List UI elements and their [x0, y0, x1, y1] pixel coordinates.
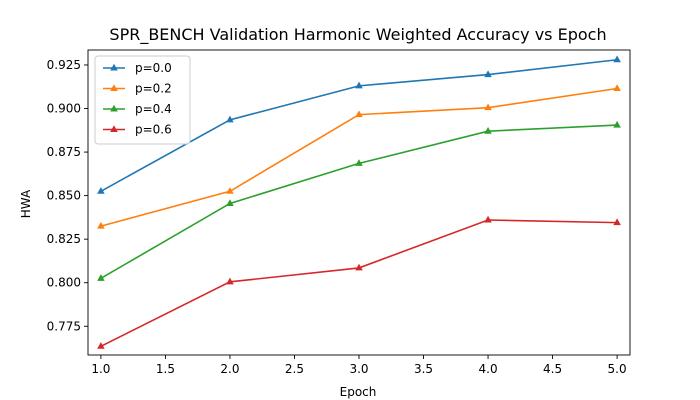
data-point [484, 215, 492, 223]
data-point [226, 187, 234, 194]
data-point [613, 55, 621, 63]
data-point [97, 187, 105, 194]
data-point [355, 81, 363, 89]
legend-label: p=0.6 [135, 123, 172, 137]
legend-label: p=0.2 [135, 82, 172, 96]
y-tick-label: 0.925 [47, 58, 81, 72]
data-point [226, 277, 234, 285]
y-tick-label: 0.825 [47, 232, 81, 246]
data-point [226, 115, 234, 123]
data-point [97, 342, 105, 349]
series-2 [97, 120, 621, 281]
legend-marker [110, 125, 118, 133]
y-tick-label: 0.800 [47, 276, 81, 290]
x-tick-label: 3.5 [414, 362, 433, 376]
legend-item: p=0.2 [103, 82, 172, 96]
data-point [613, 120, 621, 128]
x-tick-label: 1.5 [156, 362, 175, 376]
data-point [484, 70, 492, 78]
x-tick-label: 5.0 [608, 362, 627, 376]
data-point [613, 84, 621, 92]
x-axis-label: Epoch [340, 385, 377, 399]
x-tick-label: 4.0 [479, 362, 498, 376]
y-tick-label: 0.875 [47, 145, 81, 159]
legend-label: p=0.0 [135, 61, 172, 75]
data-point [97, 274, 105, 281]
legend-item: p=0.4 [103, 102, 172, 116]
chart-title: SPR_BENCH Validation Harmonic Weighted A… [109, 25, 606, 45]
x-tick-label: 2.0 [220, 362, 239, 376]
plot-area: 1.0 1.5 2.0 2.5 3.0 3.5 4.0 4.5 5.0 0.775 0.800 0.8… [47, 49, 631, 376]
x-tick-label: 3.0 [349, 362, 368, 376]
series-1 [97, 84, 621, 229]
y-tick-label: 0.900 [47, 102, 81, 116]
legend-box [94, 55, 191, 145]
x-tick-label: 2.5 [285, 362, 304, 376]
legend-marker [110, 104, 118, 112]
series-3 [97, 215, 621, 349]
x-tick-label: 1.0 [91, 362, 110, 376]
legend-marker [110, 84, 118, 92]
data-point [355, 159, 363, 166]
data-point [355, 110, 363, 118]
data-point [484, 126, 492, 134]
data-point [613, 218, 621, 226]
legend-item: p=0.6 [103, 123, 172, 137]
x-tick-label: 4.5 [543, 362, 562, 376]
y-axis-label: HWA [19, 189, 33, 218]
y-tick-label: 0.850 [47, 189, 81, 203]
legend: p=0.0 p=0.2 p=0.4 p=0.6 [94, 55, 191, 145]
legend-label: p=0.4 [135, 102, 172, 116]
data-point [226, 199, 234, 206]
legend-item: p=0.0 [103, 61, 172, 75]
data-point [484, 103, 492, 111]
y-tick-label: 0.775 [47, 319, 81, 333]
data-point [355, 263, 363, 271]
data-point [97, 221, 105, 229]
legend-marker [110, 63, 118, 71]
